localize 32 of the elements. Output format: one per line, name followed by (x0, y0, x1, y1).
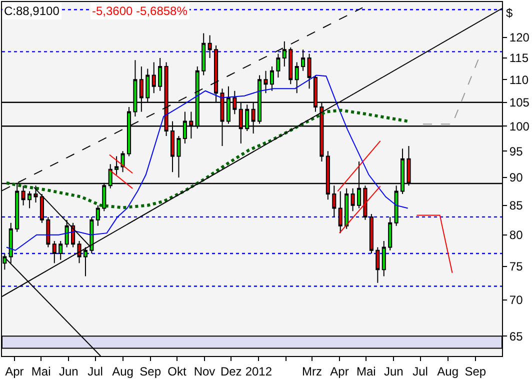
y-tick-label: 110 (509, 72, 529, 87)
annotation: C:88,9100 (4, 4, 60, 18)
y-tick-label: 95 (509, 144, 524, 158)
x-tick-label: Sep (140, 364, 162, 378)
x-tick-label: Aug (437, 364, 459, 378)
y-tick-label: 85 (509, 198, 524, 213)
x-tick-label: 2012 (245, 364, 272, 378)
y-tick-label: 100 (509, 119, 530, 134)
x-tick-label: Okt (168, 364, 187, 378)
y-tick-label: 115 (509, 51, 529, 66)
x-tick-label: Sep (464, 364, 486, 378)
x-tick-label: Apr (5, 364, 24, 378)
x-tick-label: Mai (356, 364, 376, 378)
y-tick-label: 80 (509, 228, 524, 242)
y-tick-label: 75 (509, 260, 524, 274)
y-tick-label: 65 (509, 329, 524, 344)
y-tick-label: 120 (509, 30, 530, 44)
x-tick-label: Apr (330, 364, 349, 378)
x-tick-label: Mai (31, 364, 51, 378)
x-tick-label: Jul (412, 364, 428, 378)
x-tick-label: Jun (384, 364, 404, 378)
x-tick-label: Aug (112, 364, 134, 378)
y-tick-label: 90 (509, 170, 524, 185)
annotation: -5,3600 -5,6858% (92, 4, 188, 18)
y-tick-label: 70 (509, 293, 524, 308)
x-tick-label: Jun (58, 364, 78, 378)
y-axis-title: $ (506, 6, 513, 20)
x-tick-label: Jul (88, 364, 103, 378)
x-tick-label: Nov (194, 364, 216, 378)
x-tick-label: Mrz (302, 364, 322, 378)
y-tick-label: 105 (509, 96, 530, 110)
x-tick-label: Dez (220, 364, 242, 378)
